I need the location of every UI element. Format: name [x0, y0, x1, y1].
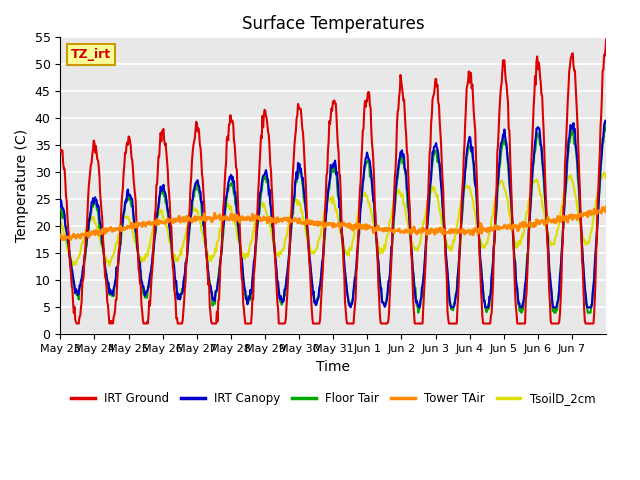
Tower TAir [248, 211, 256, 217]
IRT Ground [248, 296, 256, 301]
Floor Tair [518, 310, 525, 315]
IRT Canopy [602, 118, 609, 123]
IRT Ground [73, 321, 81, 326]
TsoilD_2cm [248, 235, 256, 241]
Line: Floor Tair: Floor Tair [60, 125, 606, 312]
TsoilD_2cm [221, 205, 229, 211]
Line: IRT Canopy: IRT Canopy [60, 120, 606, 307]
TsoilD_2cm [121, 214, 129, 219]
IRT Canopy [421, 259, 429, 264]
IRT Canopy [390, 212, 398, 217]
Floor Tair [56, 203, 64, 209]
Floor Tair [269, 224, 276, 230]
TsoilD_2cm [421, 215, 429, 220]
TsoilD_2cm [600, 169, 608, 175]
Line: Tower TAir: Tower TAir [60, 207, 606, 240]
Floor Tair [420, 269, 428, 275]
Floor Tair [120, 210, 128, 216]
IRT Ground [221, 168, 229, 173]
X-axis label: Time: Time [316, 360, 350, 373]
IRT Canopy [248, 287, 255, 292]
IRT Canopy [56, 204, 64, 209]
Floor Tair [390, 228, 397, 234]
TsoilD_2cm [269, 239, 277, 245]
Tower TAir [390, 229, 398, 235]
Legend: IRT Ground, IRT Canopy, Floor Tair, Tower TAir, TsoilD_2cm: IRT Ground, IRT Canopy, Floor Tair, Towe… [67, 388, 600, 410]
Tower TAir [421, 228, 429, 233]
IRT Canopy [221, 209, 228, 215]
IRT Canopy [120, 207, 128, 213]
IRT Canopy [347, 304, 355, 310]
Floor Tair [221, 215, 228, 220]
Title: Surface Temperatures: Surface Temperatures [242, 15, 424, 33]
IRT Canopy [269, 223, 276, 229]
TsoilD_2cm [602, 175, 610, 181]
Tower TAir [221, 214, 229, 219]
Line: IRT Ground: IRT Ground [60, 39, 606, 324]
IRT Ground [121, 150, 129, 156]
Tower TAir [121, 227, 129, 232]
IRT Ground [602, 36, 610, 42]
Tower TAir [56, 234, 64, 240]
Tower TAir [269, 218, 277, 224]
IRT Ground [390, 193, 398, 199]
TsoilD_2cm [390, 197, 398, 203]
Tower TAir [602, 204, 610, 210]
Line: TsoilD_2cm: TsoilD_2cm [60, 172, 606, 266]
TsoilD_2cm [69, 263, 77, 269]
Floor Tair [602, 122, 610, 128]
TsoilD_2cm [56, 220, 64, 226]
Text: TZ_irt: TZ_irt [71, 48, 111, 61]
Floor Tair [248, 288, 255, 294]
IRT Ground [56, 146, 64, 152]
IRT Ground [421, 276, 429, 282]
Y-axis label: Temperature (C): Temperature (C) [15, 129, 29, 242]
IRT Ground [269, 212, 277, 218]
Tower TAir [59, 237, 67, 242]
IRT Canopy [602, 120, 610, 125]
